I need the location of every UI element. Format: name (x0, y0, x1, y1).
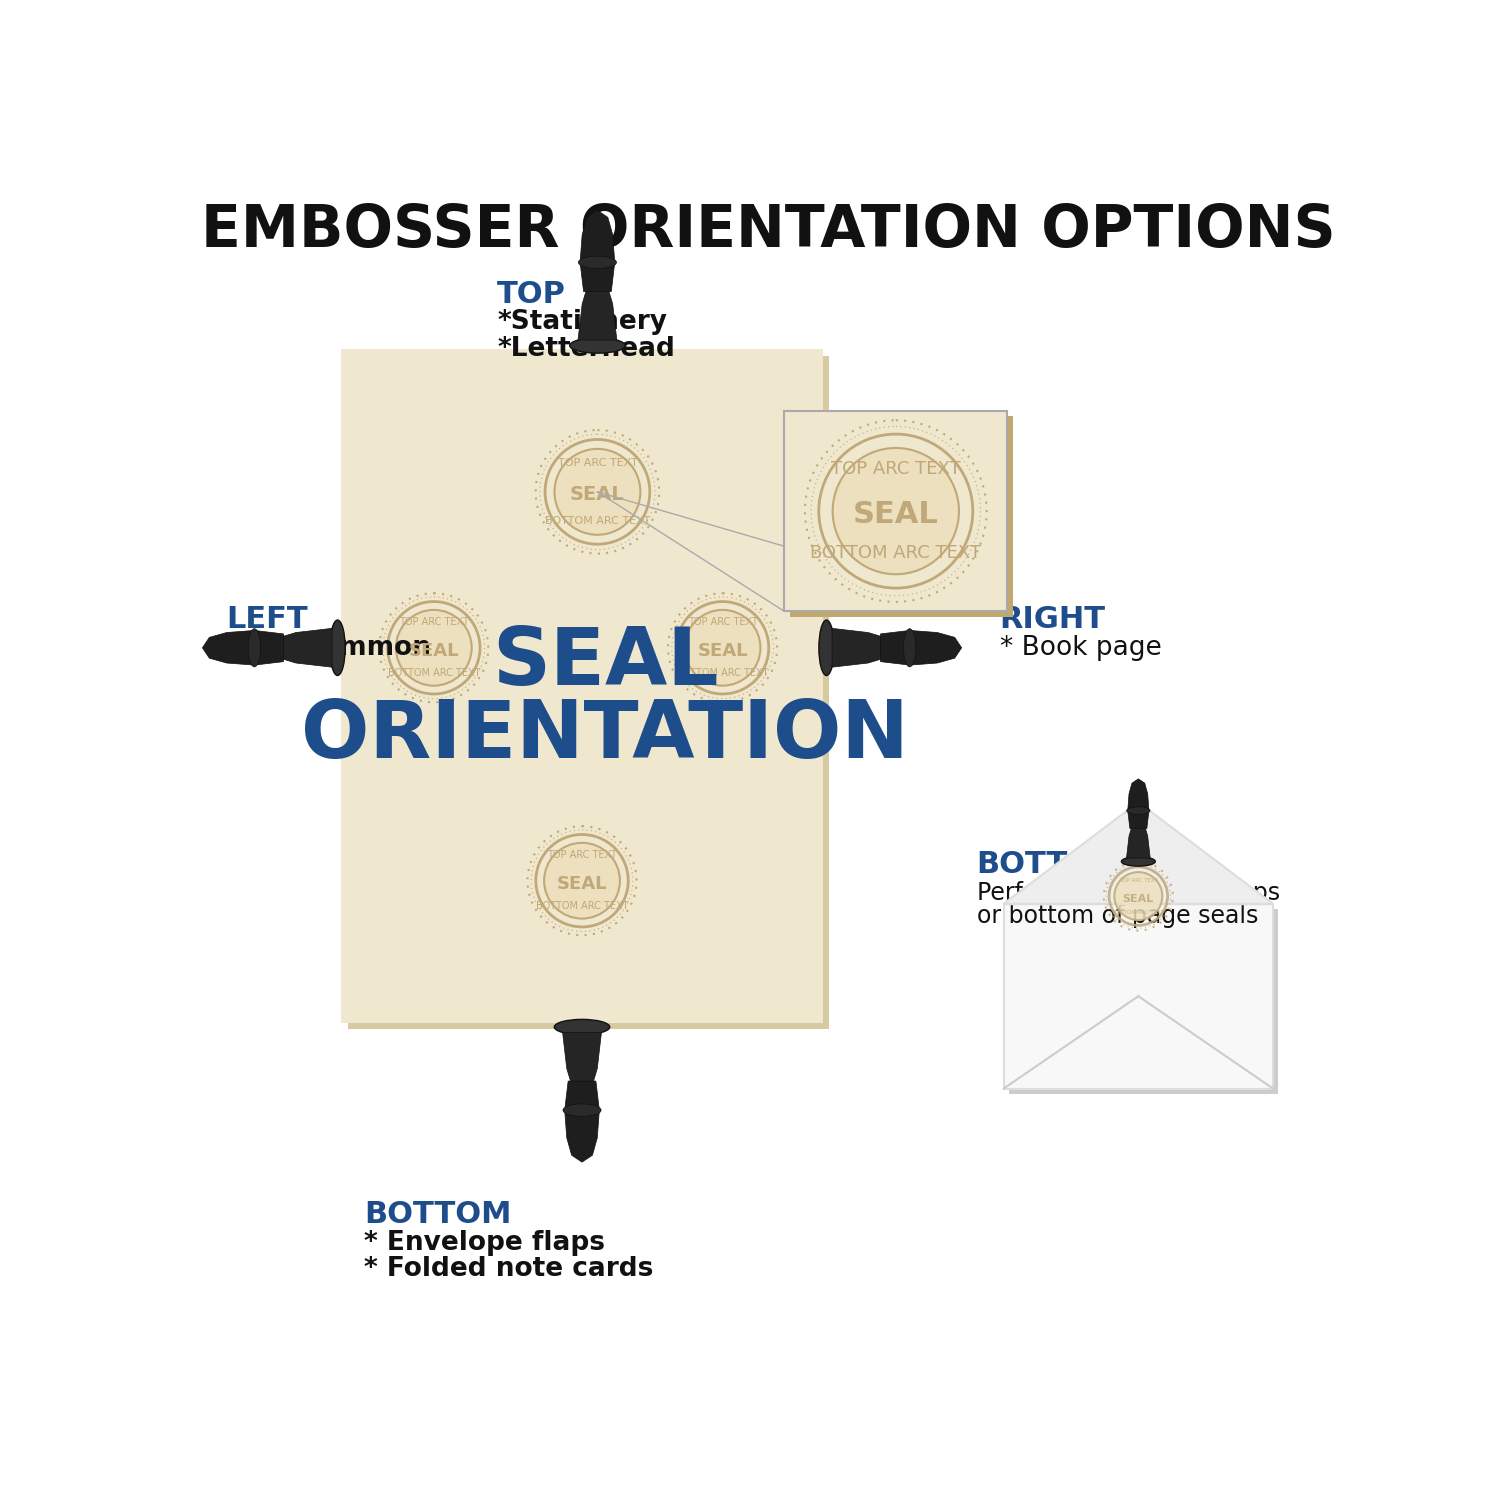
Polygon shape (202, 630, 284, 664)
Polygon shape (1004, 802, 1274, 904)
Text: EMBOSSER ORIENTATION OPTIONS: EMBOSSER ORIENTATION OPTIONS (201, 201, 1336, 258)
Ellipse shape (1122, 856, 1155, 865)
Polygon shape (833, 628, 882, 668)
Text: *Stationery: *Stationery (498, 309, 668, 336)
Text: * Folded note cards: * Folded note cards (364, 1256, 654, 1281)
Circle shape (544, 843, 620, 918)
Text: RIGHT: RIGHT (999, 606, 1106, 634)
Bar (348, 356, 830, 1029)
Ellipse shape (819, 620, 834, 675)
Text: BOTTOM ARC TEXT: BOTTOM ARC TEXT (536, 902, 628, 910)
Bar (784, 411, 1008, 610)
Text: BOTTOM ARC TEXT: BOTTOM ARC TEXT (387, 668, 480, 678)
Circle shape (1114, 871, 1162, 919)
Text: TOP: TOP (498, 280, 566, 309)
Ellipse shape (330, 620, 345, 675)
Circle shape (833, 448, 958, 574)
Text: BOTTOM ARC TEXT: BOTTOM ARC TEXT (810, 544, 981, 562)
Bar (1004, 904, 1274, 1089)
Text: or bottom of page seals: or bottom of page seals (976, 904, 1258, 928)
Ellipse shape (570, 338, 626, 352)
Polygon shape (580, 210, 615, 291)
Text: TOP ARC TEXT: TOP ARC TEXT (558, 458, 638, 468)
Text: BOTTOM ARC TEXT: BOTTOM ARC TEXT (1113, 909, 1164, 915)
Ellipse shape (579, 256, 616, 268)
Text: SEAL: SEAL (698, 642, 748, 660)
Polygon shape (578, 290, 616, 340)
Text: * Envelope flaps: * Envelope flaps (364, 1230, 606, 1256)
Text: LEFT: LEFT (226, 606, 308, 634)
Ellipse shape (1126, 807, 1150, 814)
Text: BOTTOM ARC TEXT: BOTTOM ARC TEXT (544, 516, 650, 525)
Polygon shape (282, 628, 332, 668)
Polygon shape (564, 1082, 600, 1162)
Text: SEAL: SEAL (408, 642, 459, 660)
Text: SEAL: SEAL (853, 500, 939, 528)
Text: BOTTOM: BOTTOM (976, 850, 1124, 879)
Ellipse shape (562, 1104, 602, 1116)
Polygon shape (1128, 778, 1149, 828)
Text: SEAL: SEAL (556, 874, 608, 892)
Bar (1010, 909, 1278, 1094)
Polygon shape (1126, 828, 1150, 858)
Text: BOTTOM ARC TEXT: BOTTOM ARC TEXT (676, 668, 768, 678)
Text: TOP ARC TEXT: TOP ARC TEXT (687, 618, 758, 627)
Circle shape (555, 448, 640, 536)
Text: Perfect for envelope flaps: Perfect for envelope flaps (976, 880, 1280, 904)
Text: SEAL: SEAL (1122, 894, 1154, 904)
Text: SEAL: SEAL (570, 486, 626, 504)
Polygon shape (880, 630, 962, 664)
Circle shape (396, 610, 471, 686)
Text: TOP ARC TEXT: TOP ARC TEXT (831, 459, 960, 477)
Text: ORIENTATION: ORIENTATION (302, 698, 909, 776)
Text: SEAL: SEAL (492, 624, 718, 702)
Text: *Letterhead: *Letterhead (498, 336, 675, 362)
Ellipse shape (248, 628, 261, 668)
Bar (342, 350, 822, 1023)
Text: TOP ARC TEXT: TOP ARC TEXT (548, 850, 616, 861)
Circle shape (684, 610, 760, 686)
Bar (789, 417, 1012, 616)
Text: BOTTOM: BOTTOM (364, 1200, 512, 1230)
Text: * Book page: * Book page (999, 634, 1161, 660)
Text: TOP ARC TEXT: TOP ARC TEXT (1119, 878, 1158, 882)
Text: *Not Common: *Not Common (226, 634, 430, 660)
Ellipse shape (555, 1020, 609, 1035)
Text: TOP ARC TEXT: TOP ARC TEXT (399, 618, 468, 627)
Ellipse shape (903, 628, 916, 668)
Polygon shape (562, 1032, 602, 1083)
